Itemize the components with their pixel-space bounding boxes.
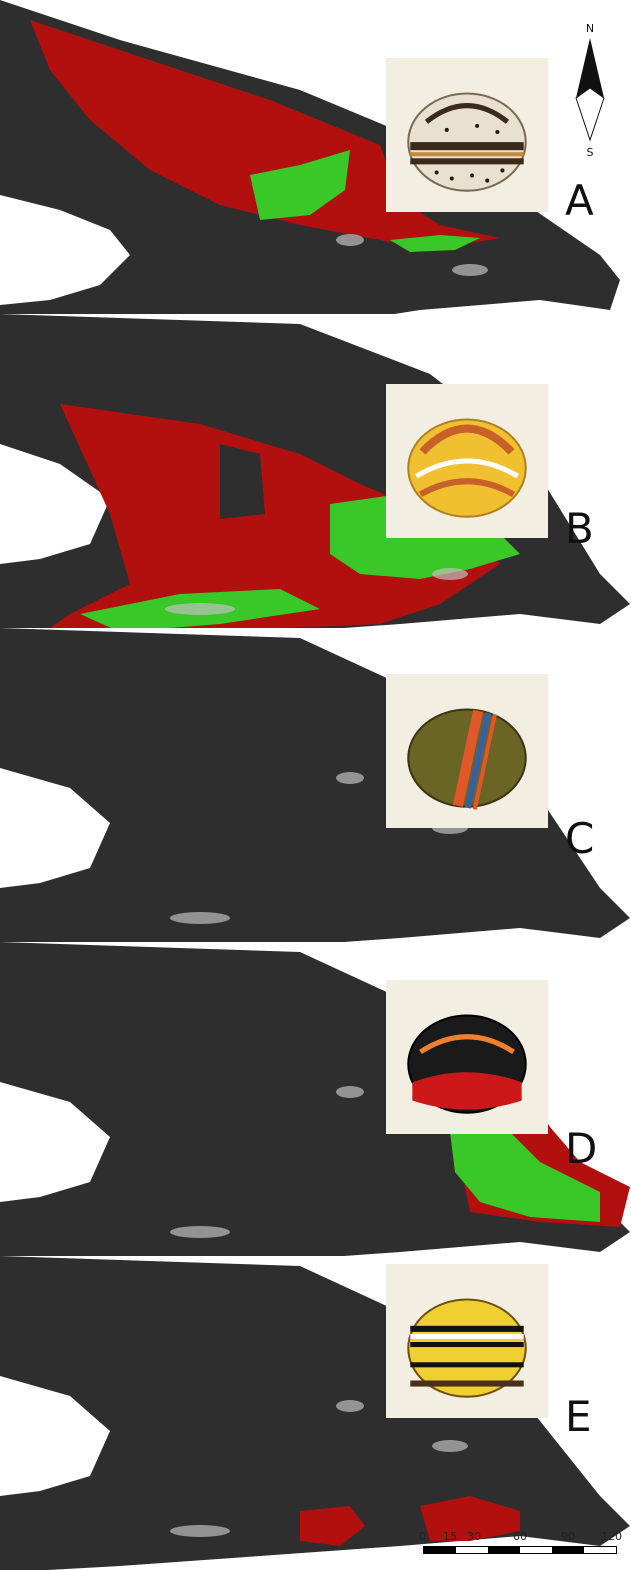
occurrence-area-a xyxy=(250,150,350,220)
snail-shell-icon xyxy=(407,418,527,518)
map-a xyxy=(0,0,620,314)
panel-d: D xyxy=(0,942,631,1256)
suitable-area-e-2 xyxy=(420,1496,520,1541)
shell-photo-a xyxy=(386,58,548,212)
shell-photo-d xyxy=(386,980,548,1134)
north-arrow: N S xyxy=(560,20,620,160)
terrain-d xyxy=(170,1086,364,1238)
scale-tick-label: 15 xyxy=(443,1530,457,1543)
map-b xyxy=(0,314,630,628)
scale-bar-graphic xyxy=(423,1546,617,1554)
panel-letter-c: C xyxy=(565,814,595,863)
terrain-e xyxy=(170,1400,468,1537)
snail-shell-icon xyxy=(407,1014,527,1114)
water-a xyxy=(0,195,130,305)
land-e xyxy=(0,1256,630,1570)
map-c xyxy=(0,628,630,942)
map-d xyxy=(0,942,630,1256)
panel-a: A xyxy=(0,0,631,314)
panel-c: C xyxy=(0,628,631,942)
panel-letter-b: B xyxy=(565,504,594,553)
terrain-b xyxy=(165,568,468,615)
map-e xyxy=(0,1256,630,1570)
water-d xyxy=(0,1082,110,1202)
panel-letter-a: A xyxy=(565,176,594,225)
scale-tick-label: 0 xyxy=(419,1530,426,1543)
occurrence-area-a-2 xyxy=(390,235,480,252)
scale-bar: 0 15 30 60 90 120 xyxy=(415,1530,625,1566)
north-label: N xyxy=(586,22,594,35)
shell-photo-b xyxy=(386,384,548,538)
shell-photo-e xyxy=(386,1264,548,1418)
suitable-area-e xyxy=(300,1506,365,1546)
scale-tick-label: 120 xyxy=(601,1530,622,1543)
north-arrow-icon: N S xyxy=(575,22,605,159)
occurrence-area-d xyxy=(450,1122,600,1222)
snail-shell-icon xyxy=(407,1298,527,1398)
terrain-a xyxy=(336,234,488,276)
scale-tick-label: 60 xyxy=(513,1530,527,1543)
water-e xyxy=(0,1376,110,1496)
scale-tick-label: 90 xyxy=(561,1530,575,1543)
shell-photo-c xyxy=(386,674,548,828)
panel-e: E xyxy=(0,1256,631,1570)
scale-tick-label: 30 xyxy=(467,1530,481,1543)
scale-ticks: 0 15 30 60 90 120 xyxy=(415,1530,625,1544)
land-c xyxy=(0,628,630,942)
land-gap-b xyxy=(220,444,265,519)
south-label: S xyxy=(587,146,594,159)
panel-letter-d: D xyxy=(565,1124,598,1173)
panel-letter-e: E xyxy=(565,1392,592,1441)
suitable-area-a xyxy=(30,20,500,250)
water-b xyxy=(0,444,110,564)
water-c xyxy=(0,768,110,888)
snail-shell-icon xyxy=(407,708,527,810)
panel-b: B xyxy=(0,314,631,628)
snail-shell-icon xyxy=(407,92,527,192)
